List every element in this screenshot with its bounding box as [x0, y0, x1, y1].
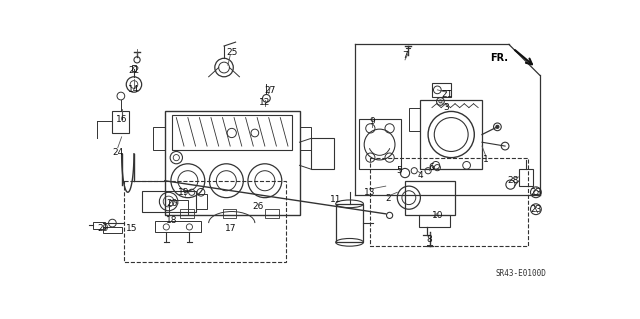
Text: 7: 7	[402, 51, 408, 60]
Text: 12: 12	[259, 98, 271, 107]
Bar	[180, 209, 194, 219]
Text: 18: 18	[166, 216, 177, 225]
Bar	[223, 209, 236, 219]
Text: 16: 16	[116, 115, 127, 124]
Bar	[371, 158, 528, 246]
Text: 9: 9	[369, 117, 375, 126]
Text: 4: 4	[417, 171, 423, 180]
Text: 3: 3	[444, 103, 449, 112]
Bar	[113, 111, 129, 133]
Text: 23: 23	[530, 188, 541, 197]
Text: 26: 26	[252, 202, 264, 211]
Text: 17: 17	[225, 224, 236, 233]
Text: 8: 8	[427, 235, 433, 244]
Text: 13: 13	[364, 188, 375, 197]
Bar	[124, 181, 285, 262]
Bar	[300, 127, 311, 150]
Text: 23: 23	[530, 205, 541, 214]
Text: 2: 2	[385, 194, 391, 203]
Bar	[336, 204, 364, 242]
Text: 11: 11	[330, 196, 342, 204]
Text: 6: 6	[428, 163, 434, 172]
Text: 24: 24	[112, 148, 124, 157]
Text: 14: 14	[128, 85, 140, 94]
Text: 5: 5	[396, 166, 402, 175]
Text: 10: 10	[431, 211, 443, 220]
Text: 15: 15	[126, 224, 138, 233]
Bar	[311, 138, 334, 169]
Bar	[420, 100, 482, 169]
Bar	[359, 119, 401, 169]
Bar	[153, 127, 164, 150]
Bar	[141, 191, 196, 212]
Bar	[405, 181, 455, 215]
Text: 20: 20	[167, 198, 178, 208]
Text: 1: 1	[483, 155, 489, 164]
Circle shape	[496, 125, 499, 128]
Bar	[172, 115, 292, 150]
Bar	[132, 65, 136, 71]
Bar	[519, 169, 533, 186]
Bar	[265, 209, 279, 219]
Text: 29: 29	[97, 224, 109, 233]
Bar	[409, 108, 420, 131]
Text: 19: 19	[179, 188, 189, 197]
Bar	[164, 111, 300, 215]
Bar	[168, 200, 188, 215]
Bar	[196, 194, 207, 209]
Text: SR43-E0100D: SR43-E0100D	[495, 269, 546, 278]
Text: FR.: FR.	[490, 53, 508, 63]
Text: 22: 22	[129, 66, 140, 75]
Bar	[93, 221, 105, 229]
Text: 28: 28	[507, 176, 518, 185]
Bar	[103, 227, 122, 233]
Bar	[419, 215, 450, 227]
Text: 25: 25	[226, 48, 237, 57]
Text: 21: 21	[441, 90, 452, 99]
Text: 27: 27	[264, 86, 276, 95]
Bar	[432, 83, 451, 97]
